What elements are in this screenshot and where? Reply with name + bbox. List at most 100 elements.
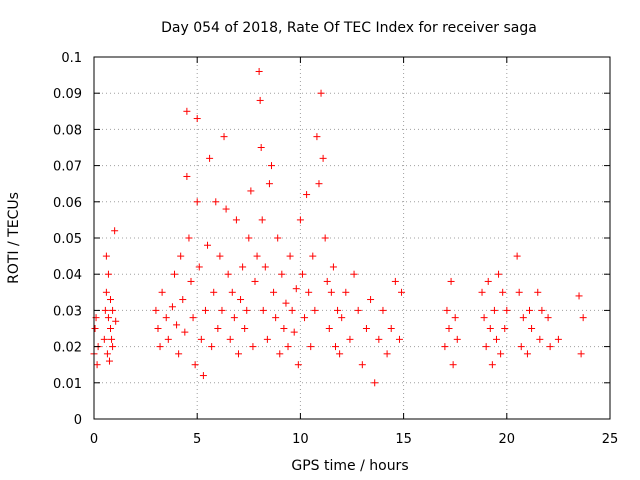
data-point bbox=[395, 335, 403, 343]
data-point bbox=[577, 350, 585, 358]
y-tick-label: 0.1 bbox=[61, 51, 82, 66]
data-point bbox=[265, 180, 273, 188]
data-point bbox=[290, 328, 298, 336]
data-point bbox=[224, 270, 232, 278]
data-point bbox=[206, 154, 214, 162]
data-point bbox=[334, 306, 342, 314]
data-point bbox=[102, 288, 110, 296]
data-point bbox=[276, 350, 284, 358]
data-point bbox=[105, 357, 113, 365]
x-tick-label: 10 bbox=[292, 432, 309, 447]
data-point bbox=[311, 306, 319, 314]
data-point bbox=[526, 306, 534, 314]
data-point bbox=[201, 306, 209, 314]
x-tick-labels: 0 5 10 15 20 25 bbox=[90, 432, 618, 447]
data-point bbox=[447, 277, 455, 285]
data-point bbox=[307, 343, 315, 351]
y-tick-label: 0.04 bbox=[53, 268, 82, 283]
data-point bbox=[284, 343, 292, 351]
data-point bbox=[189, 314, 197, 322]
data-point bbox=[301, 314, 309, 322]
x-axis-label: GPS time / hours bbox=[291, 458, 408, 474]
data-point bbox=[336, 350, 344, 358]
data-point bbox=[478, 288, 486, 296]
data-point bbox=[554, 335, 562, 343]
data-point bbox=[375, 335, 383, 343]
data-point bbox=[214, 325, 222, 332]
data-point bbox=[181, 328, 189, 336]
data-point bbox=[197, 335, 205, 343]
data-point bbox=[109, 306, 117, 314]
data-point bbox=[453, 335, 461, 343]
data-point bbox=[371, 379, 379, 387]
data-point bbox=[270, 288, 278, 296]
data-point bbox=[544, 314, 552, 322]
data-point bbox=[103, 350, 111, 358]
data-point bbox=[280, 325, 288, 332]
data-point bbox=[286, 252, 294, 260]
data-point bbox=[104, 270, 112, 278]
data-point bbox=[175, 350, 183, 358]
data-point bbox=[256, 96, 264, 104]
data-point bbox=[255, 67, 263, 75]
data-point bbox=[193, 115, 201, 123]
x-tick-label: 5 bbox=[193, 432, 201, 447]
data-point bbox=[257, 144, 265, 151]
data-point bbox=[274, 234, 282, 242]
data-point bbox=[183, 107, 191, 115]
data-point bbox=[323, 277, 331, 285]
data-point bbox=[241, 325, 249, 332]
data-point bbox=[158, 288, 166, 296]
data-point bbox=[309, 252, 317, 260]
data-point bbox=[313, 133, 321, 141]
data-point bbox=[480, 314, 488, 322]
data-point bbox=[208, 343, 216, 351]
data-point bbox=[379, 306, 387, 314]
data-point bbox=[268, 162, 276, 170]
data-point bbox=[288, 306, 296, 314]
data-point bbox=[164, 335, 172, 343]
data-point bbox=[338, 314, 346, 322]
y-tick-labels: 0 0.01 0.02 0.03 0.04 0.05 0.06 0.07 0.08 0.09 0.1 bbox=[53, 51, 82, 428]
x-tick-label: 20 bbox=[499, 432, 516, 447]
data-point bbox=[212, 198, 220, 206]
x-tick-label: 15 bbox=[395, 432, 412, 447]
data-point bbox=[173, 321, 181, 329]
data-point bbox=[398, 288, 406, 296]
data-point bbox=[482, 343, 490, 351]
data-point bbox=[327, 288, 335, 296]
data-point bbox=[499, 288, 507, 296]
data-point bbox=[362, 325, 370, 332]
data-point bbox=[154, 325, 162, 332]
data-point bbox=[315, 180, 323, 188]
data-point bbox=[296, 216, 304, 224]
data-point bbox=[579, 314, 587, 322]
data-point bbox=[342, 288, 350, 296]
data-point bbox=[358, 361, 366, 369]
data-point bbox=[441, 343, 449, 351]
data-point bbox=[230, 314, 238, 322]
data-point bbox=[528, 325, 536, 332]
data-point bbox=[100, 335, 108, 343]
data-point bbox=[107, 296, 115, 304]
data-point bbox=[216, 252, 224, 260]
data-point bbox=[331, 343, 339, 351]
y-tick-label: 0.06 bbox=[53, 196, 82, 211]
x-tick-label: 25 bbox=[602, 432, 619, 447]
data-points bbox=[90, 67, 587, 387]
data-point bbox=[183, 172, 191, 180]
data-point bbox=[575, 292, 583, 300]
data-point bbox=[232, 216, 240, 224]
data-point bbox=[501, 325, 509, 332]
data-point bbox=[245, 234, 253, 242]
data-point bbox=[298, 270, 306, 278]
data-point bbox=[204, 241, 212, 249]
data-point bbox=[367, 296, 375, 304]
data-point bbox=[258, 216, 266, 224]
data-point bbox=[239, 263, 247, 271]
data-point bbox=[513, 252, 521, 260]
data-point bbox=[303, 191, 311, 199]
data-point bbox=[486, 325, 494, 332]
data-point bbox=[170, 270, 178, 278]
